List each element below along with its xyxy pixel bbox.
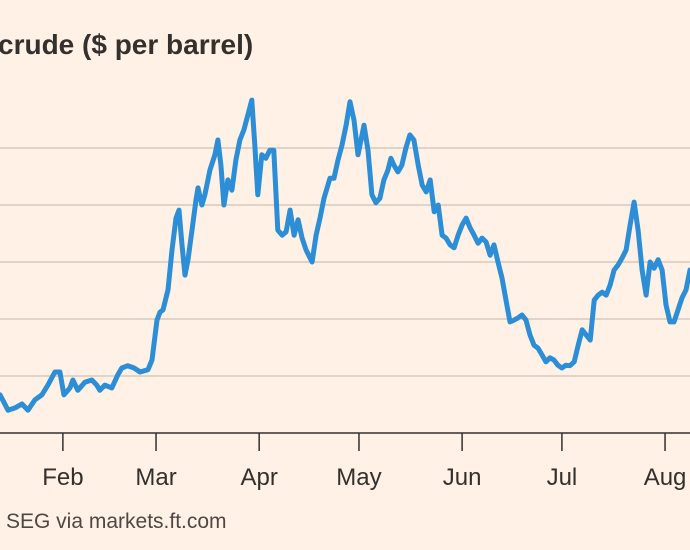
x-tick-label: Aug	[644, 464, 687, 491]
chart-title: crude ($ per barrel)	[0, 29, 253, 60]
x-tick-label: Jul	[547, 464, 578, 491]
x-tick-label: May	[336, 464, 381, 491]
x-tick-label: Feb	[42, 464, 83, 491]
x-tick-label: Mar	[135, 464, 176, 491]
source: SEG via markets.ft.com	[6, 510, 227, 533]
x-tick-label: Jun	[443, 464, 482, 491]
price-line	[0, 97, 690, 413]
x-tick-label: Apr	[240, 464, 277, 491]
